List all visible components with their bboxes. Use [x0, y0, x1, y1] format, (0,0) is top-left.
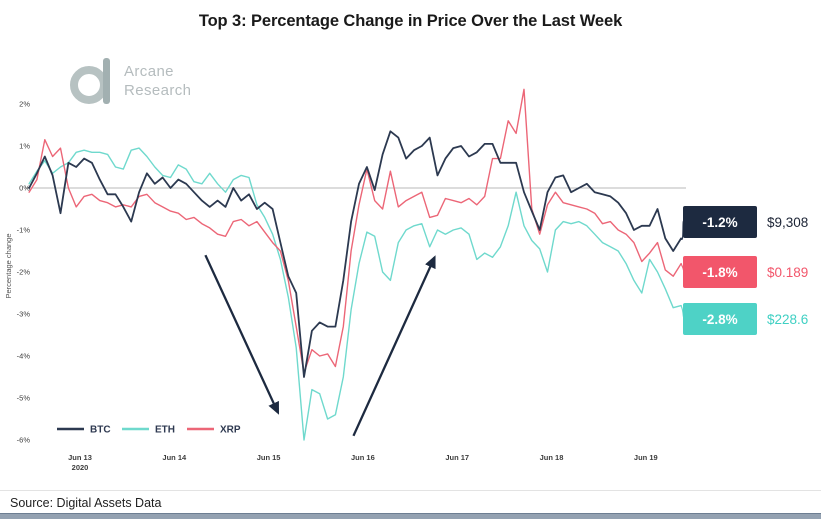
- svg-text:2020: 2020: [72, 463, 89, 472]
- chart-legend: BTC ETH XRP: [57, 425, 241, 436]
- svg-text:Jun 14: Jun 14: [162, 453, 187, 462]
- series-line-btc: [28, 130, 682, 378]
- svg-text:Jun 15: Jun 15: [257, 453, 281, 462]
- logo-line2: Research: [124, 82, 192, 99]
- y-axis-ticks: 2% 1% 0% -1% -2% -3% -4% -5% -6%: [17, 100, 31, 445]
- svg-text:Jun 19: Jun 19: [634, 453, 658, 462]
- series-line-eth: [28, 147, 682, 441]
- callout-eth: -2.8% $228.6: [683, 303, 808, 335]
- source-credit: Source: Digital Assets Data: [10, 496, 162, 510]
- logo-line1: Arcane: [124, 63, 174, 81]
- svg-text:0%: 0%: [19, 184, 30, 193]
- price-value-xrp: $0.189: [767, 264, 809, 280]
- y-axis-title: Percentage change: [4, 233, 13, 298]
- price-value-eth: $228.6: [767, 311, 809, 327]
- callout-btc: -1.2% $9,308: [683, 206, 808, 238]
- arcane-research-logo: Arcane Research: [70, 58, 191, 106]
- series-line-xrp: [28, 88, 682, 374]
- price-value-btc: $9,308: [767, 214, 809, 230]
- legend-label-eth: ETH: [155, 425, 175, 436]
- svg-text:Jun 18: Jun 18: [540, 453, 564, 462]
- crash-arrow: [204, 254, 280, 415]
- svg-text:-1%: -1%: [17, 226, 31, 235]
- pct-badge-xrp: -1.8%: [683, 256, 757, 288]
- footer-divider: [0, 490, 821, 491]
- legend-item-xrp: XRP: [187, 425, 241, 436]
- legend-item-eth: ETH: [122, 425, 175, 436]
- svg-text:2%: 2%: [19, 100, 30, 109]
- chart-title: Top 3: Percentage Change in Price Over t…: [198, 12, 623, 30]
- recovery-arrow: [352, 255, 436, 437]
- svg-text:-3%: -3%: [17, 310, 31, 319]
- svg-text:-2%: -2%: [17, 268, 31, 277]
- svg-text:Jun 17: Jun 17: [445, 453, 469, 462]
- svg-text:-5%: -5%: [17, 394, 31, 403]
- callout-xrp: -1.8% $0.189: [683, 256, 808, 288]
- legend-item-btc: BTC: [57, 425, 111, 436]
- svg-text:Jun 16: Jun 16: [351, 453, 375, 462]
- logo-wordmark: Arcane Research: [124, 63, 191, 101]
- legend-label-btc: BTC: [90, 425, 111, 436]
- pct-badge-eth: -2.8%: [683, 303, 757, 335]
- legend-label-xrp: XRP: [220, 425, 241, 436]
- svg-text:Jun 13: Jun 13: [68, 453, 92, 462]
- svg-text:-6%: -6%: [17, 436, 31, 445]
- svg-text:-4%: -4%: [17, 352, 31, 361]
- svg-text:1%: 1%: [19, 142, 30, 151]
- pct-badge-btc: -1.2%: [683, 206, 757, 238]
- bottom-border: [0, 513, 821, 519]
- arcane-logo-icon: [70, 58, 112, 106]
